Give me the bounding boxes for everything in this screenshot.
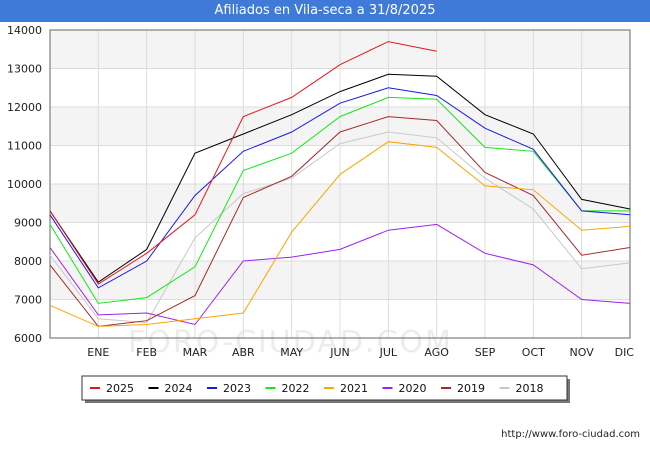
x-tick-label: MAY xyxy=(280,346,303,359)
series-line-2020 xyxy=(49,223,631,326)
series-line-2024 xyxy=(49,73,631,283)
x-tick-label: ENE xyxy=(87,346,109,359)
x-tick-label: MAR xyxy=(183,346,208,359)
legend: 2025 2024 2023 2022 2021 2020 2019 2018 xyxy=(81,375,570,403)
series-line-2021 xyxy=(49,141,631,327)
legend-label-2018: 2018 xyxy=(516,382,544,395)
legend-label-2023: 2023 xyxy=(223,382,251,395)
y-axis: 6000 7000 8000 9000 10000 11000 12000 13000 1400… xyxy=(7,24,42,345)
series-line-2025 xyxy=(49,41,437,285)
x-tick-label: FEB xyxy=(136,346,157,359)
series-line-2022 xyxy=(49,96,630,304)
grid-lines xyxy=(50,29,630,339)
legend-label-2024: 2024 xyxy=(165,382,193,395)
series-line-2019 xyxy=(49,116,631,327)
y-tick-label: 13000 xyxy=(7,63,42,76)
x-tick-label: OCT xyxy=(522,346,545,359)
line-chart: FORO-CIUDAD.COM 6000 7000 8000 9000 10000 110… xyxy=(7,24,640,440)
plot-frame xyxy=(49,29,631,339)
y-tick-label: 12000 xyxy=(7,101,42,114)
x-tick-label: AGO xyxy=(424,346,449,359)
x-tick-label: SEP xyxy=(475,346,496,359)
x-tick-label: DIC xyxy=(615,346,635,359)
y-tick-label: 8000 xyxy=(14,255,42,268)
series-lines xyxy=(49,41,631,327)
series-line-2023 xyxy=(49,87,631,289)
footer-url: http://www.foro-ciudad.com xyxy=(501,429,640,440)
y-tick-label: 14000 xyxy=(7,24,42,37)
legend-label-2025: 2025 xyxy=(106,382,134,395)
x-tick-label: JUN xyxy=(329,346,350,359)
legend-label-2022: 2022 xyxy=(282,382,310,395)
x-tick-label: NOV xyxy=(570,346,595,359)
y-tick-label: 10000 xyxy=(7,178,42,191)
y-tick-label: 9000 xyxy=(14,217,42,230)
y-tick-label: 11000 xyxy=(7,140,42,153)
legend-label-2021: 2021 xyxy=(340,382,368,395)
x-axis: ENE FEB MAR ABR MAY JUN JUL AGO SEP OCT NOV DIC xyxy=(87,346,634,359)
series-line-2018 xyxy=(49,131,631,324)
chart-title: Afiliados en Vila-seca a 31/8/2025 xyxy=(0,0,650,22)
watermark: FORO-CIUDAD.COM xyxy=(128,325,453,360)
x-tick-label: JUL xyxy=(379,346,398,359)
legend-label-2020: 2020 xyxy=(399,382,427,395)
y-tick-label: 7000 xyxy=(14,294,42,307)
y-tick-label: 6000 xyxy=(14,332,42,345)
legend-label-2019: 2019 xyxy=(457,382,485,395)
x-tick-label: ABR xyxy=(232,346,255,359)
